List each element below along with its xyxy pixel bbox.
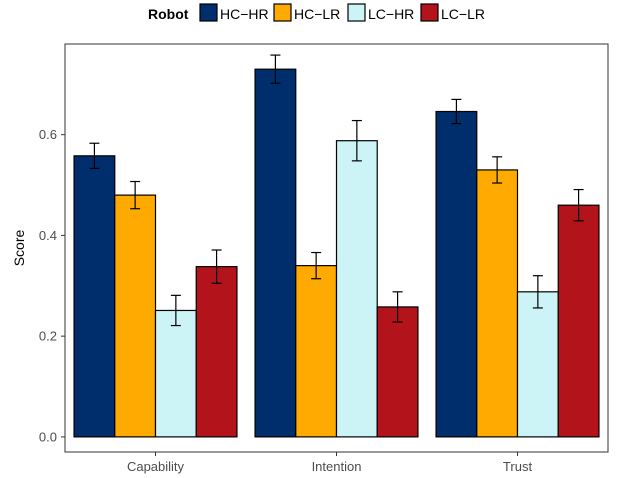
bar <box>254 68 297 438</box>
error-bars-group <box>89 54 584 327</box>
x-tick-label: Trust <box>503 459 533 474</box>
x-tick-label: Capability <box>127 459 185 474</box>
y-tick-label: 0.6 <box>39 127 57 142</box>
bar <box>154 309 197 438</box>
bar <box>195 266 238 438</box>
legend: Robot HC−HR HC−LR LC−HR LC−LR <box>148 3 485 22</box>
bar <box>516 291 559 438</box>
x-axis: Capability Intention Trust <box>127 452 532 474</box>
legend-label: LC−LR <box>441 6 485 22</box>
y-tick-label: 0.0 <box>39 429 57 444</box>
y-tick-label: 0.2 <box>39 329 57 344</box>
x-tick-label: Intention <box>312 459 362 474</box>
legend-key <box>199 3 218 22</box>
bars-group <box>73 68 600 438</box>
legend-label: HC−LR <box>294 6 340 22</box>
y-axis-title: Score <box>11 230 27 267</box>
bar <box>435 110 478 438</box>
bar <box>73 155 116 438</box>
bar <box>557 204 600 438</box>
bar <box>295 265 338 438</box>
legend-key <box>347 3 366 22</box>
bar <box>476 169 519 438</box>
legend-key <box>273 3 292 22</box>
bar <box>335 140 378 438</box>
legend-key <box>420 3 439 22</box>
legend-title: Robot <box>148 6 189 22</box>
y-tick-label: 0.4 <box>39 228 57 243</box>
bar <box>114 194 157 438</box>
y-axis: 0.0 0.2 0.4 0.6 <box>39 127 65 444</box>
legend-label: LC−HR <box>368 6 414 22</box>
legend-label: HC−HR <box>220 6 269 22</box>
bar <box>376 306 419 438</box>
